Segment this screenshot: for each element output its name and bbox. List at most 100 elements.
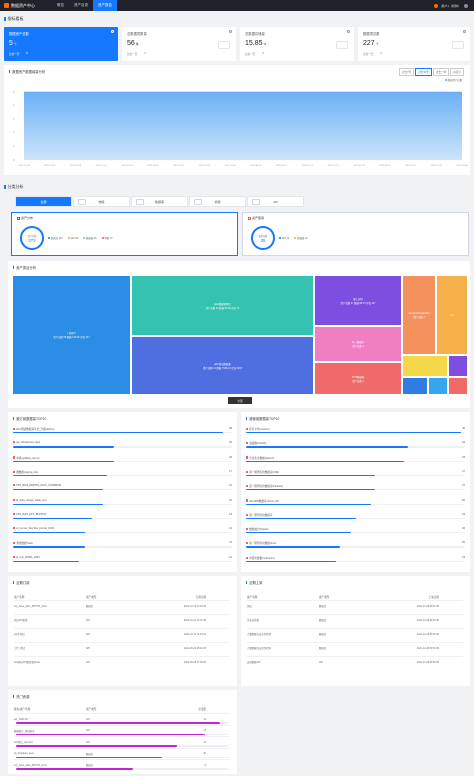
rank-row[interactable]: jd_test_BOBA_0015 12: [11, 555, 234, 569]
rank-row[interactable]: 商品数(hive06) 34: [244, 440, 467, 454]
table-row[interactable]: sxy_base_plain_dB7781_ctime 数据库 8: [14, 759, 230, 770]
bell-icon[interactable]: [434, 3, 439, 8]
table-row[interactable]: 测试 数据库 2021-12-28 09:51:38: [247, 600, 463, 611]
hot-item-type: 数据库: [86, 752, 94, 756]
type-tab-iot[interactable]: 物联: [73, 196, 130, 207]
type-tab-all[interactable]: 全部: [15, 196, 72, 207]
rank-row[interactable]: 中国大数据(mtkrpoint) 19: [244, 555, 467, 569]
rank-row[interactable]: 测试数据Tools 13: [11, 540, 234, 554]
rank-bar-track: [13, 432, 232, 434]
table-row[interactable]: 大量数据库安全性检测 数据库 2021-12-28 09:51:09: [247, 628, 463, 639]
rank-row[interactable]: PRJ_BIZ3_ETF_BIOSTAT 14: [11, 512, 234, 526]
treemap-tile-jdbc-source[interactable]: jdbc测试数据源 资产总数 14 数据 7183.10 评估 4917: [131, 336, 314, 395]
treemap-tile-construction[interactable]: 施工应用 资产总数 17 数据 88.73 评估 117: [314, 275, 402, 326]
tab-30d[interactable]: 过去30天: [415, 68, 432, 76]
rank-row[interactable]: 单机api(data_demo) 18: [11, 455, 234, 469]
rank-item-name: 中国大数据(mtkrpoint): [246, 556, 275, 560]
column-header: 资产类型: [86, 596, 97, 599]
table-row[interactable]: 大量数据库安全性检测 数据库 2021-12-28 09:51:09: [247, 642, 463, 653]
table-row[interactable]: 企业运营数 数据库 2021-12-28 09:51:38: [247, 614, 463, 625]
rank-bar-fill: [13, 446, 114, 448]
treemap-tile-small-1[interactable]: [402, 355, 448, 377]
stat-value: 227个: [363, 40, 379, 47]
app-logo[interactable]: 数据资产中心: [4, 3, 52, 9]
treemap-tile-small-5[interactable]: [448, 377, 468, 395]
rank-subscribed-panel: 被订阅数据量TOP10: [8, 412, 237, 572]
stat-card-storage[interactable]: 总数据存储量 15.85% 比前一天 ↑0: [240, 27, 354, 61]
asset-distribution-box[interactable]: 资产分布 资产总数 372 数据库 207 API 99 数据集 29 物联 37: [11, 212, 238, 256]
rank-marker-icon: [13, 498, 16, 501]
treemap-tile-ftp[interactable]: FTP/数据源 资产总数 3: [314, 362, 402, 395]
watermark-icon: [218, 41, 230, 49]
rank-bar-track: [246, 460, 465, 462]
rank-row[interactable]: 第一期所有的数据(hive) 20: [244, 540, 467, 554]
tab-custom[interactable]: 自定义: [450, 68, 464, 76]
table-row[interactable]: sxy_base_plain_dB7781_ctime 数据库 2021-12-21…: [14, 600, 230, 611]
hot-item-count: 13: [203, 729, 206, 732]
chart-legend[interactable]: 数据资产总量: [444, 78, 462, 82]
stat-card-assets[interactable]: 数据资产总数 5个 比前一天 ↑0: [4, 27, 118, 61]
treemap-tile-small-3[interactable]: [428, 377, 448, 395]
table-row[interactable]: 数据融合_测试服务 API 13: [14, 724, 230, 736]
asset-type-tabs: 全部 物联 数据库 视觉 API: [15, 196, 304, 207]
nav-overview[interactable]: 概览: [57, 3, 64, 7]
table-row[interactable]: 运营数据API API 2021-12-28 09:51:09: [247, 656, 463, 667]
info-icon[interactable]: [347, 30, 350, 33]
stat-card-fields[interactable]: 数据项总数 227个 比前一天 ↑0: [358, 27, 470, 61]
rank-row[interactable]: PRJ_BIZ3_ERP/PN_INOX_IOOMBOB 16: [11, 483, 234, 497]
rank-row[interactable]: 第一期所有的数据库 23: [244, 512, 467, 526]
table-row[interactable]: test测试_demo10 API 11: [14, 736, 230, 747]
rank-row[interactable]: jdbc测试数据源平台_升级(admin) 38: [11, 426, 234, 440]
rank-row[interactable]: 数据融合Pipeline 22: [244, 526, 467, 540]
treemap-tile-doudou[interactable]: doudouzhong04003 资产总数 2: [402, 275, 436, 355]
treemap-tile-small-2[interactable]: [402, 377, 428, 395]
rank-row[interactable]: sz_kernel_DevTest_format_0015 13: [11, 526, 234, 540]
rank-row[interactable]: jd_data_design_table_test 16: [11, 498, 234, 512]
rank-row[interactable]: 图数据(sqlyog_bul) 17: [11, 469, 234, 483]
treemap-tile-jdbc-test[interactable]: jdbc数据源测试 资产总数 41 数据 55.00 评估 70: [131, 275, 314, 336]
treemap-tile-project[interactable]: • 项目Pr 资产总数 58 数据 125.40 评估 417: [12, 275, 131, 395]
rank-marker-icon: [13, 512, 16, 515]
table-row[interactable]: test3.测试 API 2021-10-13 11:24:41: [14, 628, 230, 639]
recent-listed-panel: 近期上架: [241, 576, 470, 686]
info-icon[interactable]: [463, 30, 466, 33]
stat-card-items[interactable]: 总数据项数量 56条 比前一天 ↑0: [122, 27, 236, 61]
treemap-tile-single-db[interactable]: 单一数据库 资产总数 3: [314, 326, 402, 362]
column-header: 排名/资产名称: [14, 708, 31, 711]
treemap-tile-xxx[interactable]: xxx: [436, 275, 468, 355]
rank-item-count: 26: [462, 498, 465, 502]
rank-item-name: 商品数(hive06): [246, 441, 266, 445]
hot-item-type: API: [86, 717, 90, 721]
rank-row[interactable]: 第一期所有的数据库(hl34) 27: [244, 469, 467, 483]
rank-row[interactable]: api_WorkGroup (api) 18: [11, 440, 234, 454]
type-tab-database[interactable]: 数据库: [131, 196, 188, 207]
treemap-reset-button[interactable]: 全部: [228, 397, 252, 404]
type-tab-api[interactable]: API: [247, 196, 304, 207]
x-tick-label: 2022-01-11: [301, 165, 313, 167]
info-icon[interactable]: [229, 30, 232, 33]
nav-catalog[interactable]: 资产目录: [74, 3, 88, 7]
tab-1y[interactable]: 过去一年: [432, 68, 450, 76]
table-row[interactable]: test测试API服务版本test API 2021-08-18 17:35:02: [14, 656, 230, 667]
column-header: 上架日期: [428, 596, 439, 599]
rank-row[interactable]: 企业名录数据(datach) 33: [244, 455, 467, 469]
tab-7d[interactable]: 过去7天: [398, 68, 415, 76]
table-row[interactable]: hjt_dingshao_gear 数据库 10: [14, 747, 230, 759]
nav-report[interactable]: 资产报告: [93, 0, 117, 11]
rank-row[interactable]: 任务平台(cuckoo) 45: [244, 426, 467, 440]
rank-row[interactable]: 第一期所有的数据库(hlothea) 27: [244, 483, 467, 497]
user-name[interactable]: 用户1（机构）: [441, 3, 461, 8]
info-icon[interactable]: [111, 30, 114, 33]
table-row[interactable]: api_TEST417 API 14: [14, 713, 230, 724]
asset-usage-box[interactable]: 资产使用 使用总数 35 API 13 数据集 22: [242, 212, 469, 256]
type-tab-vision[interactable]: 视觉: [189, 196, 246, 207]
rank-row[interactable]: docoll05数据库(docol_05) 26: [244, 498, 467, 512]
table-row[interactable]: 测试API新增 API 2021-10-21 15:27:46: [14, 614, 230, 625]
rank-item-count: 13: [229, 541, 232, 545]
rank-bar-fill: [13, 532, 86, 534]
avatar[interactable]: [464, 3, 468, 8]
table-row[interactable]: 工作_测试 API 2021-09-22 18:41:15: [14, 642, 230, 653]
treemap-tile-small-4[interactable]: [448, 355, 468, 377]
x-tick-label: 2021-11-28: [18, 165, 30, 167]
table-header: 资产名称 资产类型 上架日期: [247, 595, 439, 599]
